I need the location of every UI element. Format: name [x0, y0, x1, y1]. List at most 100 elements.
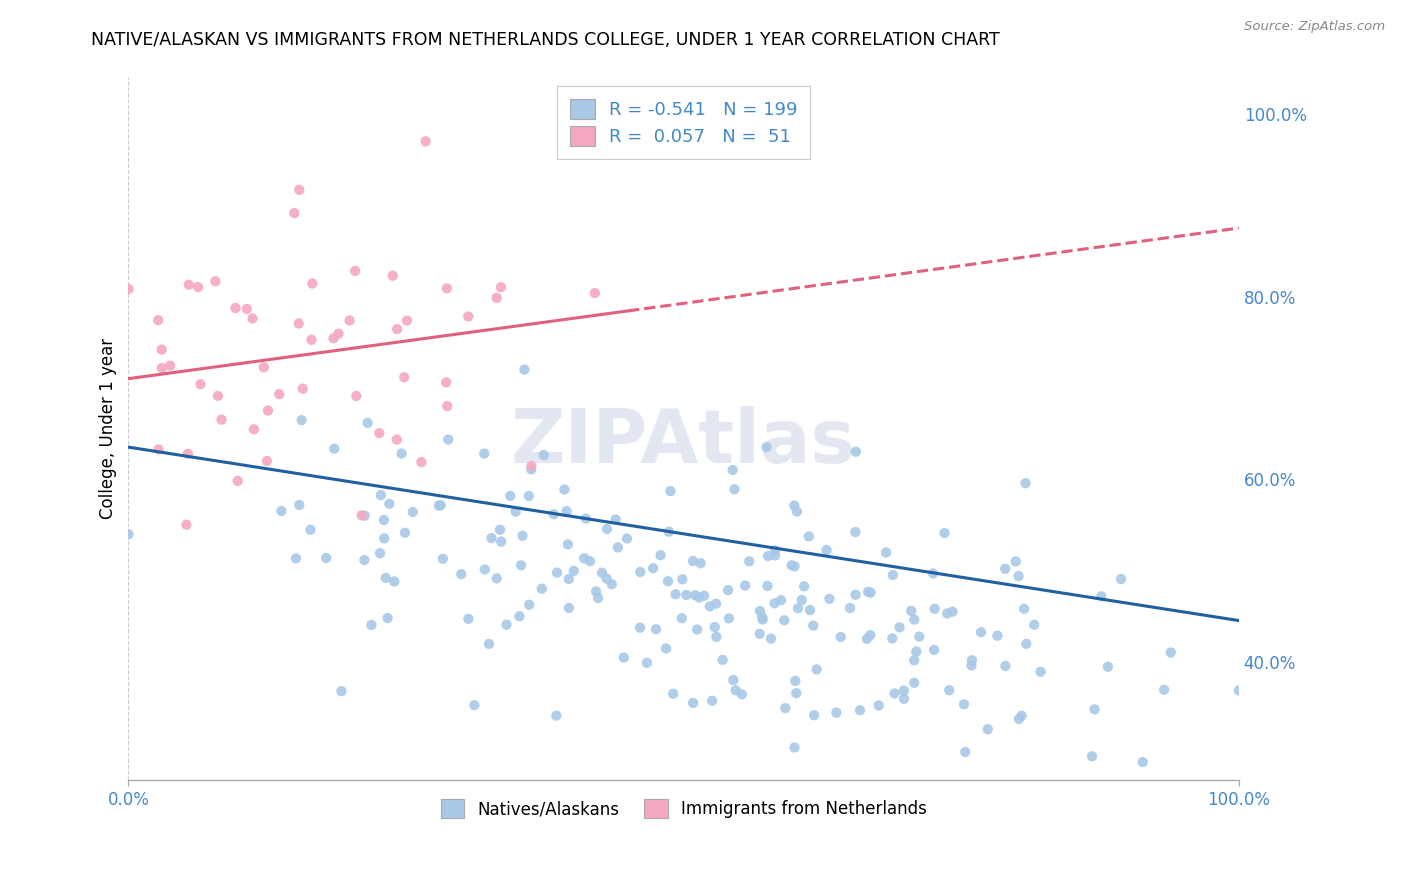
Point [117, 282, 139, 296]
Point [150, 343, 173, 357]
Point [562, 564, 585, 578]
Point [600, 577, 623, 591]
Point [356, 416, 378, 430]
Point [579, 554, 602, 568]
Point [512, 529, 534, 543]
Point [703, 620, 725, 634]
Point [236, 301, 259, 316]
Point [1153, 682, 1175, 697]
Point [903, 675, 925, 690]
Point [434, 376, 457, 390]
Point [394, 525, 416, 540]
Point [520, 462, 543, 476]
Point [1132, 755, 1154, 769]
Point [797, 529, 820, 543]
Point [801, 618, 824, 632]
Point [378, 497, 401, 511]
Point [382, 574, 405, 589]
Point [572, 551, 595, 566]
Point [763, 549, 786, 563]
Point [555, 504, 578, 518]
Point [1081, 749, 1104, 764]
Point [818, 591, 841, 606]
Point [243, 422, 266, 436]
Point [436, 281, 458, 295]
Point [628, 565, 651, 579]
Point [288, 498, 311, 512]
Point [353, 508, 375, 523]
Point [489, 523, 512, 537]
Point [546, 566, 568, 580]
Point [546, 708, 568, 723]
Point [596, 522, 619, 536]
Point [636, 656, 658, 670]
Point [616, 532, 638, 546]
Point [339, 313, 361, 327]
Point [411, 455, 433, 469]
Point [485, 571, 508, 585]
Text: NATIVE/ALASKAN VS IMMIGRANTS FROM NETHERLANDS COLLEGE, UNDER 1 YEAR CORRELATION : NATIVE/ALASKAN VS IMMIGRANTS FROM NETHER… [91, 31, 1000, 49]
Point [190, 377, 212, 392]
Point [704, 630, 727, 644]
Point [1227, 683, 1250, 698]
Point [463, 698, 485, 713]
Point [799, 603, 821, 617]
Point [472, 447, 495, 461]
Point [510, 558, 533, 573]
Point [882, 632, 904, 646]
Point [893, 692, 915, 706]
Point [704, 597, 727, 611]
Point [1007, 569, 1029, 583]
Point [994, 562, 1017, 576]
Point [543, 508, 565, 522]
Point [721, 463, 744, 477]
Point [755, 440, 778, 454]
Point [731, 687, 754, 701]
Point [922, 566, 945, 581]
Point [775, 701, 797, 715]
Point [585, 584, 607, 599]
Point [711, 653, 734, 667]
Point [457, 310, 479, 324]
Point [368, 546, 391, 560]
Point [315, 551, 337, 566]
Point [859, 585, 882, 599]
Point [381, 268, 404, 283]
Point [385, 433, 408, 447]
Point [517, 489, 540, 503]
Point [505, 505, 527, 519]
Point [1083, 702, 1105, 716]
Point [1011, 708, 1033, 723]
Point [688, 591, 710, 605]
Point [905, 644, 928, 658]
Point [749, 604, 772, 618]
Point [875, 545, 897, 559]
Point [392, 370, 415, 384]
Point [748, 627, 770, 641]
Text: Source: ZipAtlas.com: Source: ZipAtlas.com [1244, 20, 1385, 33]
Point [889, 620, 911, 634]
Point [344, 389, 367, 403]
Point [283, 206, 305, 220]
Point [724, 683, 747, 698]
Point [960, 653, 983, 667]
Point [738, 554, 761, 568]
Point [702, 694, 724, 708]
Point [645, 622, 668, 636]
Y-axis label: College, Under 1 year: College, Under 1 year [100, 338, 117, 519]
Point [457, 612, 479, 626]
Point [685, 588, 707, 602]
Point [845, 444, 868, 458]
Point [780, 558, 803, 573]
Point [655, 641, 678, 656]
Point [908, 630, 931, 644]
Point [495, 617, 517, 632]
Point [291, 413, 314, 427]
Point [583, 286, 606, 301]
Point [903, 653, 925, 667]
Point [288, 183, 311, 197]
Point [783, 740, 806, 755]
Point [533, 448, 555, 462]
Point [783, 499, 806, 513]
Point [830, 630, 852, 644]
